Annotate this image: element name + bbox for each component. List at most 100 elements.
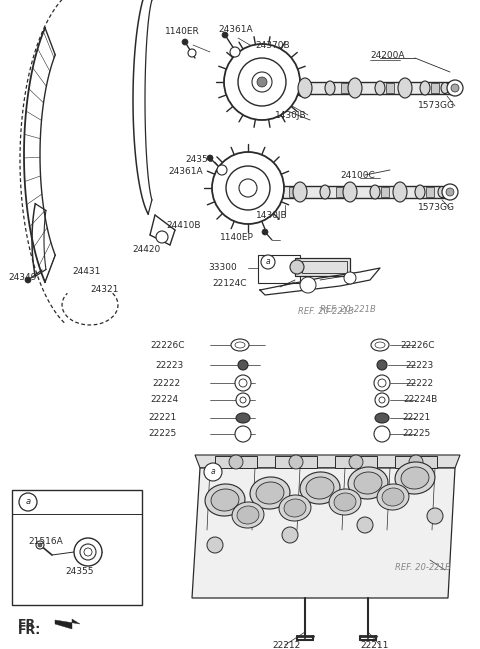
Circle shape — [236, 393, 250, 407]
Text: 24361A: 24361A — [218, 25, 252, 34]
Ellipse shape — [256, 482, 284, 504]
Text: 24361A: 24361A — [168, 167, 203, 177]
Circle shape — [289, 455, 303, 469]
Bar — [335, 456, 377, 468]
Text: 22221: 22221 — [402, 413, 430, 422]
Ellipse shape — [375, 81, 385, 95]
Circle shape — [447, 80, 463, 96]
Ellipse shape — [375, 413, 389, 423]
Ellipse shape — [343, 182, 357, 202]
Ellipse shape — [382, 488, 404, 506]
Circle shape — [188, 49, 196, 57]
Ellipse shape — [395, 462, 435, 494]
Circle shape — [230, 47, 240, 57]
Text: REF. 20-221B: REF. 20-221B — [320, 306, 376, 315]
Ellipse shape — [375, 342, 385, 348]
Text: a: a — [266, 258, 270, 267]
Text: FR.: FR. — [18, 618, 41, 631]
Bar — [431, 83, 439, 93]
Text: REF. 20-221B: REF. 20-221B — [395, 563, 451, 572]
Circle shape — [238, 360, 248, 370]
Text: 24321: 24321 — [90, 286, 119, 295]
Ellipse shape — [441, 82, 449, 93]
Circle shape — [182, 39, 188, 45]
Bar — [395, 456, 437, 468]
Circle shape — [379, 397, 385, 403]
Text: 22224: 22224 — [150, 395, 178, 404]
Circle shape — [207, 155, 213, 161]
Circle shape — [222, 32, 228, 38]
Text: 22124C: 22124C — [212, 278, 247, 288]
Text: 22221: 22221 — [148, 413, 176, 422]
Circle shape — [261, 255, 275, 269]
Circle shape — [374, 426, 390, 442]
Text: 22223: 22223 — [405, 360, 433, 369]
Text: 24370B: 24370B — [255, 42, 289, 51]
Circle shape — [451, 84, 459, 92]
Circle shape — [84, 548, 92, 556]
Ellipse shape — [232, 502, 264, 528]
Bar — [341, 83, 349, 93]
Bar — [283, 186, 453, 198]
Text: a: a — [211, 467, 216, 476]
Ellipse shape — [250, 477, 290, 509]
Circle shape — [239, 379, 247, 387]
Text: 33300: 33300 — [208, 263, 237, 273]
Circle shape — [349, 455, 363, 469]
Text: 24350: 24350 — [185, 156, 214, 164]
Ellipse shape — [235, 342, 245, 348]
Text: 24200A: 24200A — [370, 51, 405, 60]
Circle shape — [235, 375, 251, 391]
Circle shape — [252, 72, 272, 92]
Bar — [12, 490, 142, 605]
Text: 22222: 22222 — [152, 378, 180, 387]
Text: 24100C: 24100C — [340, 171, 375, 180]
Circle shape — [357, 517, 373, 533]
Text: 1430JB: 1430JB — [256, 210, 288, 219]
Circle shape — [217, 165, 227, 175]
Circle shape — [442, 184, 458, 200]
Ellipse shape — [320, 185, 330, 199]
Text: 22226C: 22226C — [150, 341, 184, 350]
Text: 22224B: 22224B — [403, 395, 437, 404]
Text: a: a — [25, 498, 31, 506]
Circle shape — [344, 272, 356, 284]
Circle shape — [207, 537, 223, 553]
Polygon shape — [195, 455, 460, 468]
Text: 24355: 24355 — [65, 567, 94, 576]
Ellipse shape — [284, 499, 306, 517]
Ellipse shape — [377, 484, 409, 510]
Text: 21516A: 21516A — [28, 537, 63, 546]
Circle shape — [240, 397, 246, 403]
Circle shape — [300, 277, 316, 293]
Bar — [426, 187, 434, 197]
Circle shape — [226, 166, 270, 210]
Text: REF. 20-221B: REF. 20-221B — [298, 308, 354, 317]
Text: 24349: 24349 — [8, 273, 36, 282]
Ellipse shape — [420, 81, 430, 95]
Ellipse shape — [401, 467, 429, 489]
Ellipse shape — [370, 185, 380, 199]
Ellipse shape — [279, 495, 311, 521]
Circle shape — [446, 188, 454, 196]
Bar — [275, 456, 317, 468]
Ellipse shape — [231, 339, 249, 351]
Circle shape — [38, 543, 42, 547]
Text: 22222: 22222 — [405, 378, 433, 387]
Circle shape — [378, 379, 386, 387]
Bar — [258, 255, 300, 283]
Text: 24420: 24420 — [132, 245, 160, 254]
Circle shape — [19, 493, 37, 511]
Circle shape — [25, 277, 31, 283]
Circle shape — [36, 541, 44, 549]
Bar — [289, 187, 297, 197]
Text: FR.: FR. — [18, 624, 41, 637]
Ellipse shape — [334, 493, 356, 511]
Ellipse shape — [300, 472, 340, 504]
Polygon shape — [192, 468, 455, 598]
Text: 1140EP: 1140EP — [220, 234, 254, 243]
Ellipse shape — [329, 489, 361, 515]
Circle shape — [156, 231, 168, 243]
Circle shape — [74, 538, 102, 566]
Circle shape — [282, 527, 298, 543]
